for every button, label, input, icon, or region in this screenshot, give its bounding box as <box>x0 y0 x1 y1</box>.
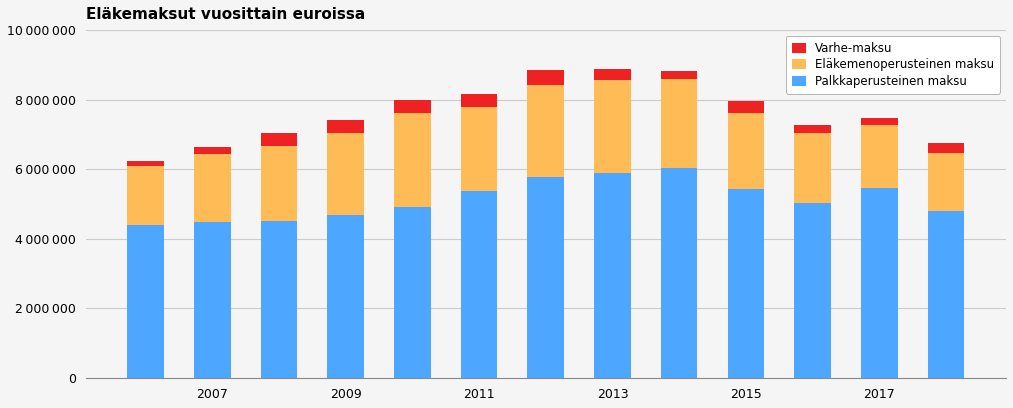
Bar <box>727 101 764 113</box>
Bar <box>528 84 564 177</box>
Bar <box>727 113 764 189</box>
Bar <box>928 153 964 211</box>
Bar <box>194 154 231 222</box>
Bar <box>794 133 831 203</box>
Bar <box>660 79 698 169</box>
Bar <box>528 177 564 378</box>
Bar <box>595 173 631 378</box>
Bar <box>128 225 164 378</box>
Bar <box>327 215 364 378</box>
Bar <box>595 80 631 173</box>
Bar <box>260 146 298 221</box>
Legend: Varhe-maksu, Eläkemenoperusteinen maksu, Palkkaperusteinen maksu: Varhe-maksu, Eläkemenoperusteinen maksu,… <box>786 36 1000 94</box>
Bar <box>394 113 431 207</box>
Bar <box>794 125 831 133</box>
Bar <box>660 169 698 378</box>
Bar <box>194 147 231 154</box>
Bar <box>394 100 431 113</box>
Bar <box>394 207 431 378</box>
Bar <box>861 188 898 378</box>
Bar <box>528 70 564 84</box>
Bar <box>260 221 298 378</box>
Bar <box>128 162 164 166</box>
Bar <box>660 71 698 79</box>
Bar <box>794 203 831 378</box>
Bar <box>327 120 364 133</box>
Bar <box>928 211 964 378</box>
Bar <box>128 166 164 225</box>
Bar <box>461 107 497 191</box>
Bar <box>861 118 898 125</box>
Bar <box>928 143 964 153</box>
Bar <box>861 125 898 188</box>
Bar <box>595 69 631 80</box>
Bar <box>194 222 231 378</box>
Text: Eläkemaksut vuosittain euroissa: Eläkemaksut vuosittain euroissa <box>85 7 365 22</box>
Bar <box>727 189 764 378</box>
Bar <box>327 133 364 215</box>
Bar <box>461 94 497 107</box>
Bar <box>461 191 497 378</box>
Bar <box>260 133 298 146</box>
